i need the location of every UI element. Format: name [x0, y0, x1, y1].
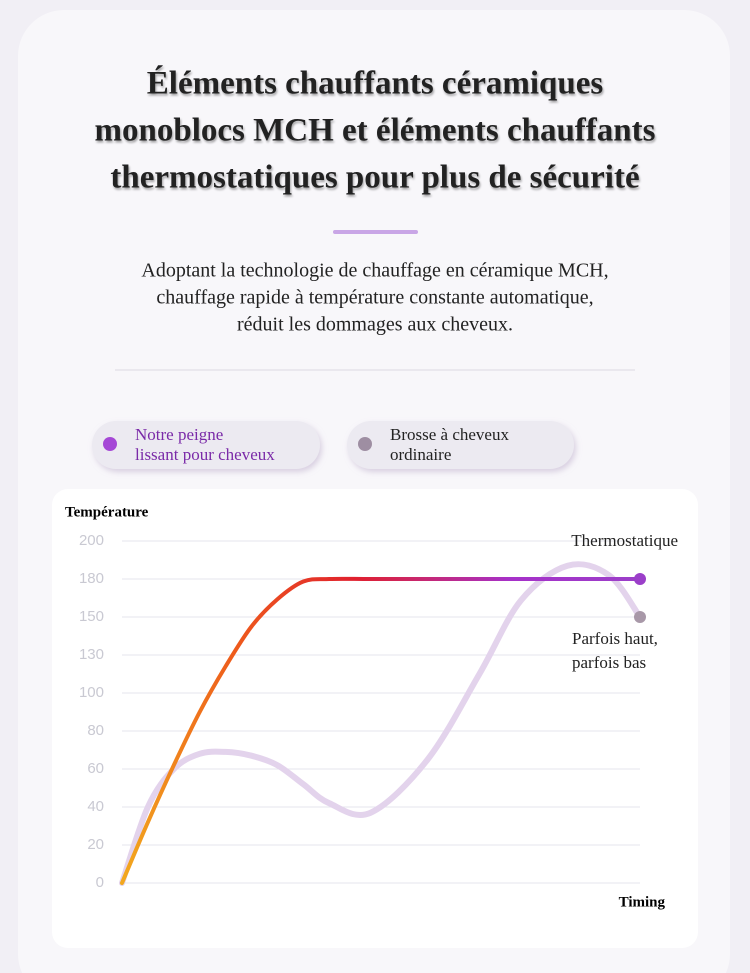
end-dot: [634, 573, 646, 585]
title-line: thermostatiques pour plus de sécurité: [110, 160, 639, 196]
end-dot: [634, 611, 646, 623]
accent: [333, 230, 418, 234]
legend-dot: [103, 437, 117, 451]
y-tick-label: 40: [87, 798, 104, 815]
y-tick-label: 20: [87, 836, 104, 853]
x-axis-label: Timing: [619, 894, 666, 910]
y-tick-label: 0: [96, 874, 104, 891]
y-axis-label: Température: [65, 504, 149, 520]
subtitle-line: chauffage rapide à température constante…: [156, 287, 593, 309]
y-tick-label: 150: [79, 608, 104, 625]
legend-pill: [92, 421, 320, 469]
subtitle-line: réduit les dommages aux cheveux.: [237, 314, 513, 336]
y-tick-label: 100: [79, 684, 104, 701]
title-line: monoblocs MCH et éléments chauffants: [95, 113, 656, 149]
title-line: Éléments chauffants céramiques: [147, 65, 604, 102]
y-tick-label: 80: [87, 722, 104, 739]
y-tick-label: 200: [79, 532, 104, 549]
series-line: [120, 576, 642, 885]
legend-label: Brosse à cheveux ordinaire: [390, 425, 509, 464]
subtitle-line: Adoptant la technologie de chauffage en …: [141, 260, 608, 282]
y-tick-label: 130: [79, 646, 104, 663]
y-tick-label: 60: [87, 760, 104, 777]
series-line: [119, 561, 643, 886]
legend-dot: [358, 437, 372, 451]
legend-pill: [347, 421, 574, 469]
annotation: Thermostatique: [571, 531, 678, 550]
y-tick-label: 180: [79, 570, 104, 587]
annotation: Parfois haut,: [572, 629, 658, 648]
chart-card: [52, 489, 698, 948]
legend-label: Notre peigne lissant pour cheveux: [135, 425, 275, 464]
annotation: parfois bas: [572, 653, 646, 672]
